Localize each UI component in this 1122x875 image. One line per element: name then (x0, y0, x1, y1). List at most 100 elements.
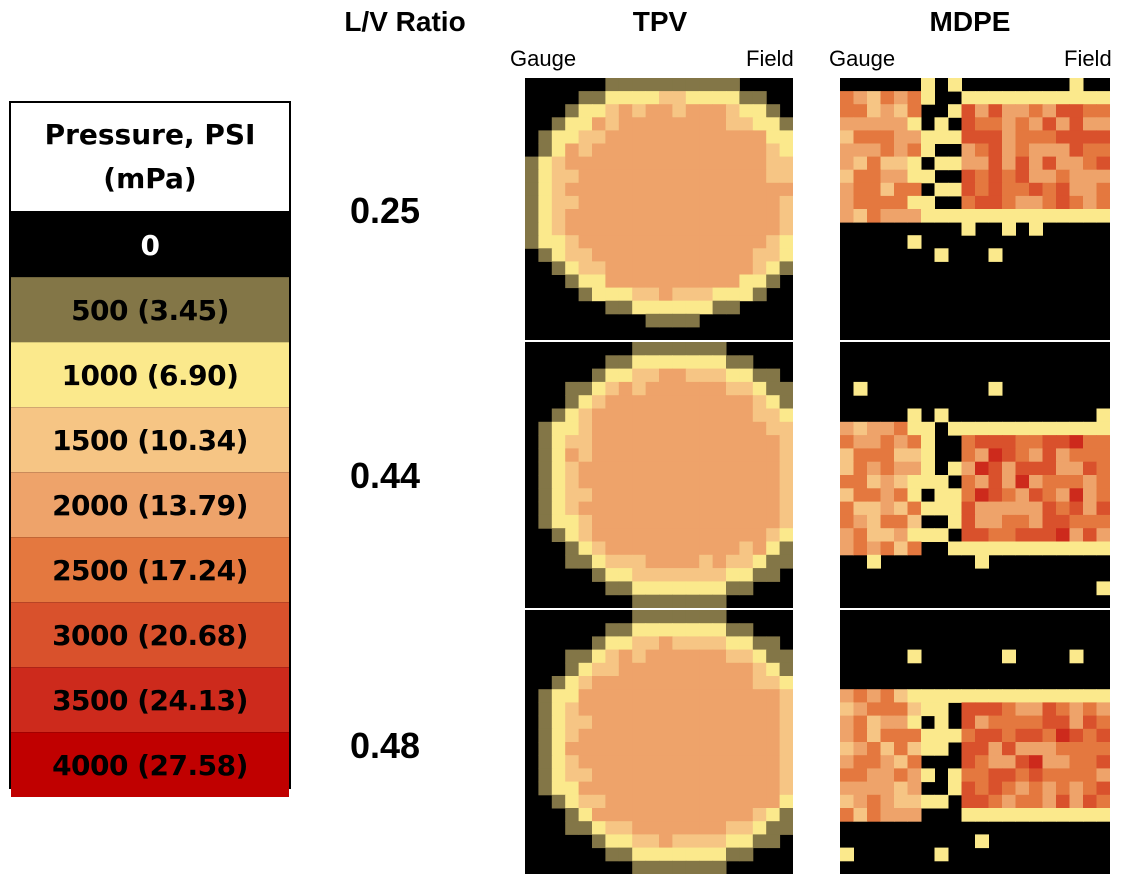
heatmap-cell (726, 662, 740, 677)
heatmap-cell (632, 581, 647, 596)
heatmap-cell (1042, 689, 1057, 703)
heatmap-cell (1002, 702, 1016, 717)
heatmap-cell (1042, 742, 1057, 756)
heatmap-cell (1029, 169, 1043, 184)
heatmap-cell (1083, 169, 1097, 184)
heatmap-cell (699, 195, 714, 210)
heatmap-cell (685, 808, 700, 822)
heatmap-cell (988, 689, 1003, 703)
heatmap-cell (739, 554, 754, 569)
heatmap-cell (752, 742, 767, 756)
heatmap-cell (867, 768, 881, 783)
heatmap-cell (975, 768, 989, 783)
heatmap-cell (672, 355, 687, 370)
heatmap-cell (975, 834, 989, 849)
heatmap-cell (1096, 408, 1110, 423)
heatmap-cell (712, 182, 727, 197)
heatmap-cell (975, 421, 989, 436)
heatmap-cell (672, 143, 687, 158)
heatmap-cell (645, 702, 660, 717)
heatmap-cell (1015, 475, 1030, 489)
heatmap-cell (632, 742, 647, 756)
heatmap-cell (880, 768, 895, 783)
heatmap-cell (1015, 104, 1030, 118)
heatmap-cell (726, 195, 740, 210)
heatmap-cell (712, 501, 727, 516)
heatmap-cell (934, 182, 949, 197)
heatmap-cell (975, 448, 989, 463)
heatmap-cell (988, 117, 1003, 131)
heatmap-cell (1056, 781, 1070, 796)
heatmap-cell (565, 395, 580, 409)
heatmap-cell (961, 461, 976, 476)
heatmap-cell (565, 104, 580, 118)
heatmap-cell (1069, 794, 1084, 809)
heatmap-cell (766, 649, 781, 664)
heatmap-mdpe-ratio-3 (840, 610, 1110, 874)
heatmap-cell (712, 728, 727, 743)
heatmap-cell (840, 104, 854, 118)
heatmap-cell (1083, 130, 1097, 144)
heatmap-cell (645, 860, 660, 874)
heatmap-cell (659, 715, 673, 730)
heatmap-cell (1056, 143, 1070, 158)
heatmap-cell (672, 689, 687, 703)
heatmap-cell (880, 130, 895, 144)
heatmap-cell (988, 488, 1003, 503)
heatmap-cell (645, 715, 660, 730)
heatmap-cell (1015, 501, 1030, 516)
heatmap-cell (880, 702, 895, 717)
heatmap-cell (672, 702, 687, 717)
heatmap-cell (699, 156, 714, 171)
heatmap-cell (672, 274, 687, 289)
heatmap-cell (685, 514, 700, 529)
heatmap-cell (1096, 781, 1110, 796)
heatmap-cell (739, 808, 754, 822)
heatmap-cell (1015, 91, 1030, 105)
heatmap-cell (605, 143, 620, 158)
heatmap-cell (1042, 781, 1057, 796)
heatmap-cell (880, 435, 895, 449)
heatmap-cell (853, 435, 868, 449)
heatmap-cell (1096, 104, 1110, 118)
heatmap-cell (618, 169, 633, 184)
heatmap-cell (632, 408, 647, 423)
heatmap-cell (645, 248, 660, 262)
heatmap-cell (672, 287, 687, 302)
heatmap-cell (645, 130, 660, 144)
heatmap-cell (948, 488, 962, 503)
heatmap-cell (672, 636, 687, 651)
heatmap-cell (578, 261, 593, 275)
heatmap-cell (726, 448, 740, 463)
ratio-header: L/V Ratio (344, 6, 466, 37)
heatmap-cell (712, 117, 727, 131)
heatmap-cell (726, 104, 740, 118)
heatmap-cell (1029, 421, 1043, 436)
heatmap-cell (699, 222, 714, 236)
heatmap-cell (578, 117, 593, 131)
heatmap-cell (712, 860, 727, 874)
heatmap-cell (685, 195, 700, 210)
heatmap-cell (672, 768, 687, 783)
heatmap-cell (1015, 514, 1030, 529)
heatmap-cell (1015, 461, 1030, 476)
heatmap-cell (659, 222, 673, 236)
heatmap-cell (1083, 794, 1097, 809)
heatmap-cell (752, 156, 767, 171)
heatmap-cell (538, 235, 553, 249)
heatmap-cell (779, 488, 793, 503)
heatmap-cell (685, 794, 700, 809)
heatmap-cell (1042, 104, 1057, 118)
heatmap-cell (565, 261, 580, 275)
heatmap-cell (645, 528, 660, 542)
heatmap-cell (578, 143, 593, 158)
heatmap-cell (632, 448, 647, 463)
heatmap-cell (632, 676, 647, 690)
heatmap-cell (880, 104, 895, 118)
heatmap-cell (867, 169, 881, 184)
heatmap-cell (739, 235, 754, 249)
heatmap-cell (739, 581, 754, 596)
heatmap-cell (685, 728, 700, 743)
heatmap-cell (752, 143, 767, 158)
heatmap-cell (975, 91, 989, 105)
